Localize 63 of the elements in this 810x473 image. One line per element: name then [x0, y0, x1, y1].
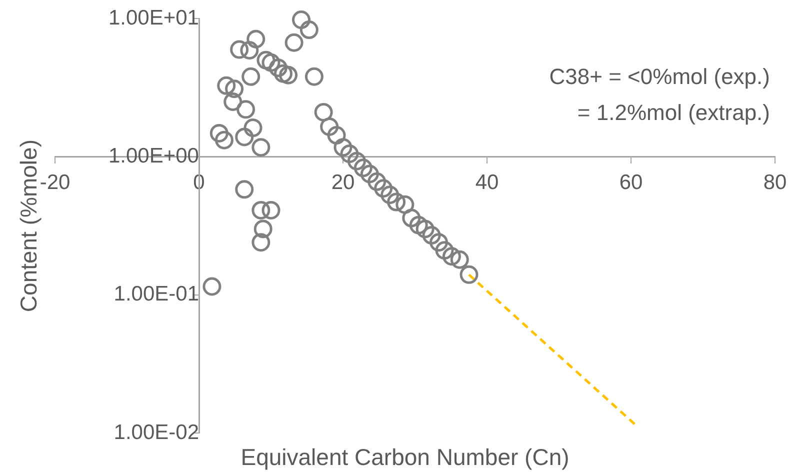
point [320, 117, 339, 136]
point [409, 216, 428, 234]
point [347, 152, 366, 170]
point [262, 53, 280, 72]
point [252, 138, 270, 157]
point [327, 126, 346, 145]
point [235, 128, 254, 146]
y-tick-label: 1.00E+01 [108, 6, 199, 30]
point [450, 250, 469, 269]
point [422, 226, 441, 245]
y-tick-label: 1.00E-02 [114, 420, 199, 444]
point [217, 76, 236, 95]
point [284, 33, 304, 52]
point [435, 241, 454, 260]
point [244, 118, 262, 138]
point [240, 41, 259, 60]
point [300, 20, 318, 40]
point [256, 50, 276, 70]
point [224, 92, 242, 112]
point [354, 158, 372, 178]
x-tick-label: 20 [331, 171, 355, 194]
point [235, 180, 254, 199]
point [252, 233, 270, 252]
point [268, 58, 288, 78]
point [387, 192, 406, 212]
x-tick-label: -20 [40, 171, 70, 194]
point [254, 220, 272, 238]
annotation: = 1.2%mol (extrap.) [577, 100, 770, 126]
point [262, 200, 280, 220]
point [242, 67, 260, 86]
point [246, 30, 266, 48]
point [416, 220, 434, 238]
point [340, 144, 359, 164]
y-axis-title: Content (%mole) [15, 140, 42, 312]
point [202, 277, 222, 296]
x-axis-title: Equivalent Carbon Number (Cn) [240, 444, 570, 470]
x-tick-label: 60 [619, 171, 643, 194]
point [230, 40, 249, 59]
point [360, 164, 379, 184]
point [225, 80, 244, 98]
point [210, 124, 228, 142]
point [274, 64, 292, 83]
point [252, 200, 270, 220]
point [430, 233, 448, 252]
point [304, 67, 324, 86]
point [292, 10, 310, 30]
point [460, 265, 478, 284]
point [236, 100, 256, 119]
point [334, 138, 352, 157]
point [279, 66, 298, 84]
point [380, 186, 400, 204]
x-tick-label: 80 [763, 171, 787, 194]
point [368, 172, 386, 191]
point [214, 130, 234, 150]
x-tick-label: 40 [475, 171, 499, 194]
annotation: C38+ = <0%mol (exp.) [549, 64, 770, 90]
y-tick-label: 1.00E-01 [114, 282, 199, 306]
point [402, 208, 421, 228]
point [442, 247, 461, 266]
point [314, 102, 333, 122]
y-tick-label: 1.00E+00 [108, 144, 199, 168]
point [374, 179, 393, 198]
point [396, 195, 414, 214]
